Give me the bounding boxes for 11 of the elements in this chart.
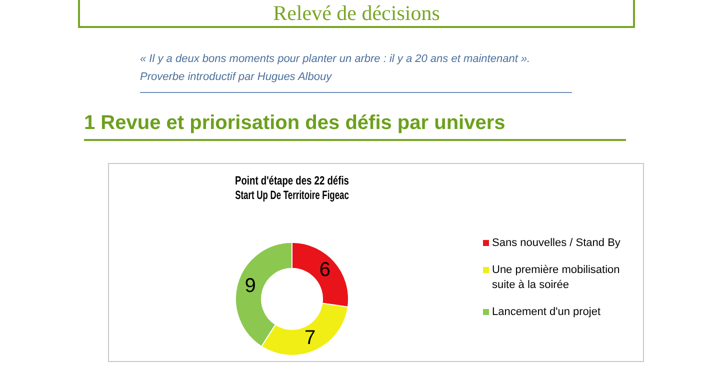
data-label: 9 bbox=[244, 275, 256, 298]
data-label: 6 bbox=[319, 258, 330, 281]
chart-title: Point d'étape des 22 défis Start Up De Territoire Figeac bbox=[235, 174, 350, 202]
text: 1 Revue et priorisation des défis par univers bbox=[84, 112, 626, 141]
text: Relevé de décisions bbox=[78, 0, 635, 28]
text: « Il y a deux bons moments pour planter un arbre : il y a 20 ans et maintenant ». bbox=[140, 52, 532, 67]
data-label: 7 bbox=[304, 326, 316, 349]
legend-label: Lancement d'un projet bbox=[492, 305, 601, 320]
legend-label: Sans nouvelles / Stand By bbox=[492, 236, 620, 251]
legend-label: Une première mobilisation suite à la soirée bbox=[492, 263, 621, 293]
text: Proverbe introductif par Hugues Albouy bbox=[140, 70, 333, 85]
